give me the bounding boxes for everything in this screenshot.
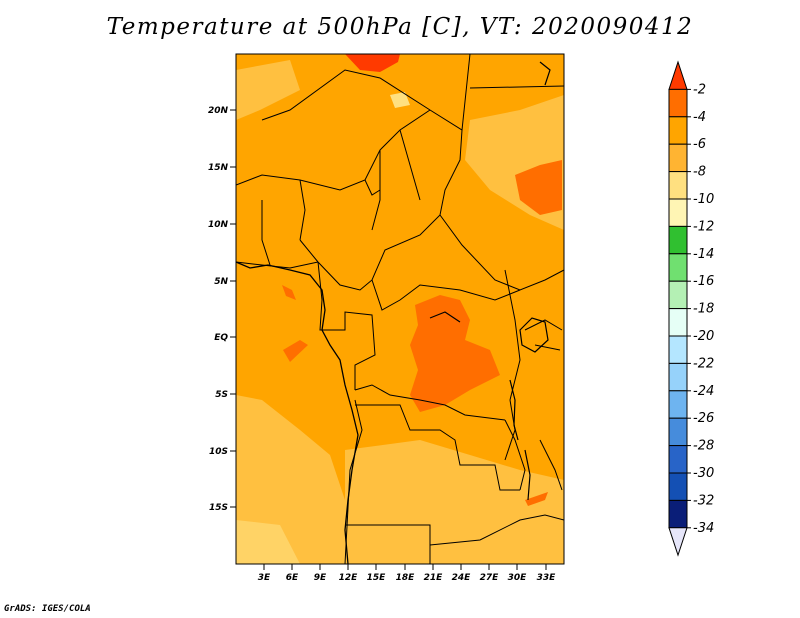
lon-label: 18E bbox=[396, 573, 416, 583]
coastline bbox=[236, 261, 359, 564]
lakes bbox=[429, 61, 551, 501]
colorbar-label: -28 bbox=[693, 439, 714, 454]
latitude-labels: 20N 15N 10N 5N EQ 5S 10S 15S bbox=[208, 106, 229, 513]
cool-region-west-coast bbox=[236, 395, 350, 564]
lon-label: 3E bbox=[258, 573, 271, 583]
lat-label: 15N bbox=[208, 163, 229, 173]
warm-region-coast bbox=[282, 285, 296, 300]
colorbar-box bbox=[668, 390, 688, 419]
colorbar-label: -34 bbox=[693, 521, 714, 536]
cool-region-north-west bbox=[236, 60, 300, 120]
colorbar-box bbox=[668, 308, 688, 337]
colorbar-label: -22 bbox=[693, 356, 714, 371]
colorbar-label: -12 bbox=[693, 219, 714, 234]
colorbar-box bbox=[668, 143, 688, 173]
colorbar-label: -14 bbox=[693, 247, 714, 262]
colorbar-box bbox=[668, 171, 688, 200]
colorbar-label: -4 bbox=[693, 110, 706, 125]
colorbar-label: -10 bbox=[693, 192, 714, 207]
colorbar-label: -26 bbox=[693, 411, 714, 426]
colorbar-box bbox=[668, 116, 688, 145]
credit-text: GrADS: IGES/COLA bbox=[4, 604, 91, 614]
temperature-field bbox=[236, 54, 564, 564]
lat-label: 20N bbox=[208, 106, 229, 116]
colorbar-box bbox=[668, 499, 688, 529]
colorbar-label: -24 bbox=[693, 384, 714, 399]
lon-label: 15E bbox=[367, 573, 387, 583]
colorbar-label: -30 bbox=[693, 466, 714, 481]
longitude-ticks bbox=[263, 564, 547, 570]
colorbar-label: -32 bbox=[693, 493, 714, 508]
lon-label: 6E bbox=[286, 573, 299, 583]
colorbar-box bbox=[668, 225, 688, 255]
warm-region-gulf bbox=[283, 340, 308, 362]
lat-label: 10N bbox=[208, 220, 229, 230]
colorbar-box bbox=[668, 445, 688, 474]
colorbar-box bbox=[668, 472, 688, 501]
cool-region-far-south bbox=[236, 520, 300, 564]
warm-region-south-east bbox=[525, 492, 548, 506]
longitude-labels: 3E 6E 9E 12E 15E 18E 21E 24E 27E 30E 33E bbox=[258, 573, 556, 583]
lat-label: 10S bbox=[209, 447, 228, 457]
colorbar-box bbox=[668, 417, 688, 447]
colorbar-box bbox=[668, 88, 688, 118]
lon-label: 9E bbox=[314, 573, 327, 583]
lat-label: 5N bbox=[214, 277, 228, 287]
colorbar-label: -8 bbox=[693, 165, 706, 180]
lat-label: 15S bbox=[209, 503, 228, 513]
map-frame bbox=[235, 53, 565, 565]
colorbar-label: -18 bbox=[693, 302, 714, 317]
colorbar-box bbox=[668, 362, 688, 392]
colorbar-box bbox=[668, 253, 688, 282]
colorbar-label: -16 bbox=[693, 274, 714, 289]
colorbar-box bbox=[668, 198, 688, 227]
latitude-ticks bbox=[230, 109, 236, 508]
colorbar-label: -6 bbox=[693, 137, 706, 152]
lon-label: 21E bbox=[424, 573, 444, 583]
coolest-patch-north bbox=[390, 92, 410, 108]
lon-label: 12E bbox=[339, 573, 359, 583]
lon-label: 27E bbox=[480, 573, 500, 583]
colorbar-label: -20 bbox=[693, 329, 714, 344]
lon-label: 30E bbox=[508, 573, 528, 583]
colorbar: -2 -4 -6 -8 -10 -12 -14 -16 -18 -20 -22 -24 -26 -28 -3… bbox=[668, 60, 714, 557]
cool-region-south bbox=[345, 440, 564, 564]
lon-label: 24E bbox=[452, 573, 472, 583]
lat-label: EQ bbox=[214, 333, 228, 343]
colorbar-box bbox=[668, 280, 688, 310]
warm-region-congo bbox=[410, 295, 500, 412]
chart-title: Temperature at 500hPa [C], VT: 202009041… bbox=[106, 14, 694, 40]
warm-region-sudan bbox=[515, 160, 562, 215]
colorbar-arrow-top bbox=[668, 60, 688, 90]
lat-label: 5S bbox=[215, 390, 228, 400]
colorbar-label: -2 bbox=[693, 82, 706, 97]
colorbar-box bbox=[668, 335, 688, 364]
hot-region-libya bbox=[345, 54, 400, 72]
lon-label: 33E bbox=[537, 573, 557, 583]
colorbar-arrow-bottom bbox=[668, 527, 688, 557]
